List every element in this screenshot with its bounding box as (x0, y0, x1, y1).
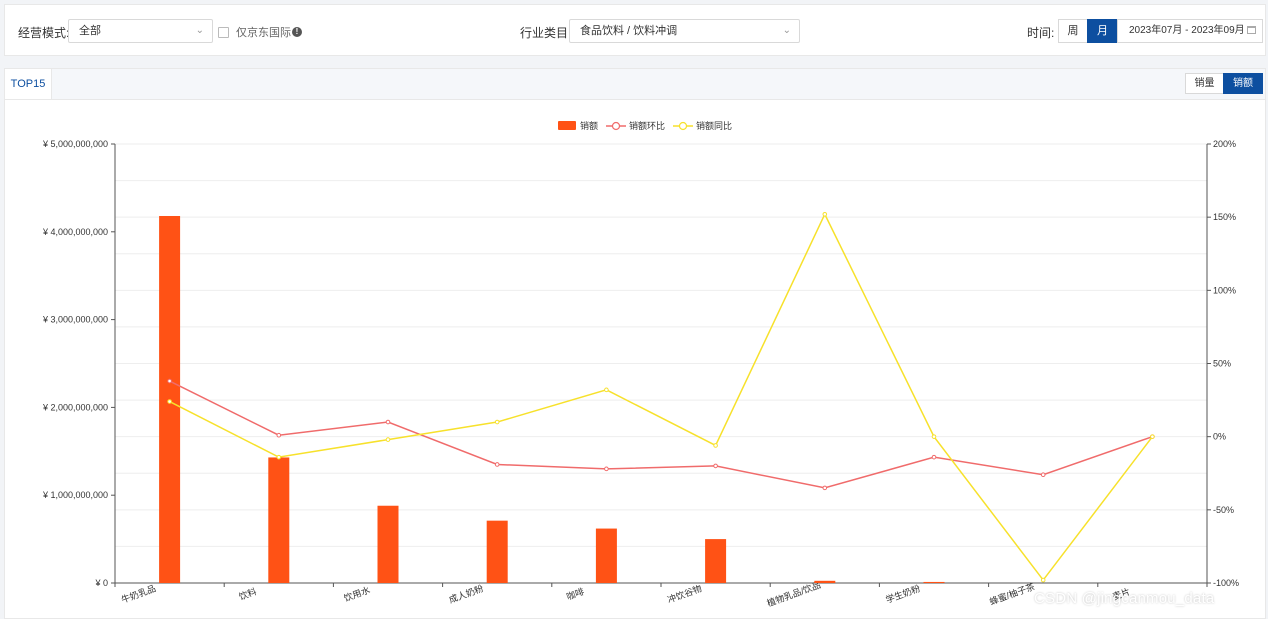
mode-select-value: 全部 (79, 25, 101, 37)
mode-select[interactable]: 全部 ⌄ (68, 19, 213, 43)
month-button[interactable]: 月 (1087, 19, 1118, 43)
mode-label: 经营模式: (18, 26, 70, 40)
chart-panel: TOP15 销量 销额 (4, 68, 1266, 619)
left-axis-tick-label: ¥ 2,000,000,000 (42, 402, 108, 412)
yoy-point (931, 434, 937, 439)
left-axis-tick-label: ¥ 3,000,000,000 (42, 315, 108, 325)
time-label: 时间: (1027, 26, 1055, 40)
mom-point (494, 462, 500, 467)
legend-item-mom[interactable]: 销额环比 (606, 119, 665, 132)
x-axis-tick-label: 冲饮谷物 (666, 582, 704, 605)
x-axis-tick-label: 饮用水 (342, 584, 371, 604)
info-icon[interactable]: ! (292, 27, 302, 37)
yoy-point (385, 437, 391, 442)
yoy-point (494, 419, 500, 425)
right-axis-tick-label: -100% (1213, 578, 1239, 588)
right-axis-tick-label: 100% (1213, 285, 1236, 295)
right-axis-tick-label: -50% (1213, 505, 1234, 515)
chevron-down-icon: ⌄ (782, 25, 791, 36)
x-axis-tick-label: 学生奶粉 (884, 582, 922, 605)
x-axis-tick-label: 饮料 (237, 585, 258, 601)
yoy-point (604, 387, 609, 393)
x-axis-tick-label: 成人奶粉 (447, 582, 485, 605)
left-axis-tick-label: ¥ 0 (94, 578, 108, 588)
watermark: CSDN @jingcanmou_data (1034, 590, 1215, 607)
mom-point (713, 463, 718, 469)
industry-label: 行业类目: (520, 26, 572, 40)
yoy-point (276, 454, 282, 460)
mom-point (822, 485, 828, 491)
date-range-value: 2023年07月 - 2023年09月 (1129, 25, 1245, 36)
jd-intl-checkbox[interactable] (218, 26, 229, 38)
yoy-point (1040, 577, 1046, 583)
mom-point (167, 378, 172, 384)
tab-strip: TOP15 销量 销额 (5, 69, 1265, 100)
legend-mom-swatch (606, 121, 627, 130)
week-button[interactable]: 周 (1058, 19, 1088, 43)
x-axis-tick-label: 牛奶乳品 (120, 582, 158, 605)
tab-top15[interactable]: TOP15 (5, 69, 52, 99)
mom-line (169, 380, 1153, 489)
right-axis-tick-label: 0% (1213, 432, 1226, 442)
industry-select[interactable]: 食品饮料 / 饮料冲调 ⌄ (569, 19, 800, 43)
x-axis-tick-label: 咖啡 (565, 585, 586, 601)
legend-mom-label: 销额环比 (629, 121, 666, 131)
legend-yoy-swatch (673, 121, 694, 130)
chevron-down-icon: ⌄ (195, 25, 204, 36)
right-axis-tick-label: 50% (1213, 359, 1231, 369)
sales-toggle[interactable]: 销额 (1223, 73, 1263, 94)
date-range-picker[interactable]: 2023年07月 - 2023年09月 (1117, 19, 1263, 43)
legend-item-sales[interactable]: 销额 (558, 119, 598, 132)
bar-sales (705, 539, 727, 583)
mom-point (931, 454, 937, 460)
mom-point (1040, 472, 1046, 478)
jd-intl-label: 仅京东国际 (236, 27, 291, 39)
yoy-point (713, 443, 718, 448)
jd-intl-checkbox-wrap[interactable]: 仅京东国际 ! (218, 24, 302, 40)
left-axis-tick-label: ¥ 5,000,000,000 (42, 139, 108, 149)
bar-sales (595, 528, 617, 583)
chart-legend: 销额 销额环比 销额同比 (558, 119, 740, 132)
mom-point (276, 432, 282, 438)
yoy-point (1150, 434, 1155, 439)
yoy-point (167, 399, 172, 404)
right-axis-tick-label: 200% (1213, 139, 1236, 149)
calendar-icon (1247, 26, 1256, 34)
industry-select-value: 食品饮料 / 饮料冲调 (580, 25, 678, 37)
bar-sales (377, 505, 399, 583)
x-axis-tick-label: 蜂蜜/柚子茶 (988, 580, 1036, 607)
legend-bar-swatch (558, 121, 576, 130)
legend-item-yoy[interactable]: 销额同比 (673, 119, 732, 132)
bar-sales (486, 520, 508, 583)
mom-point (385, 419, 391, 425)
left-axis-tick-label: ¥ 4,000,000,000 (42, 227, 108, 237)
left-axis-tick-label: ¥ 1,000,000,000 (42, 490, 108, 500)
bar-sales (923, 581, 945, 583)
mom-point (604, 466, 609, 472)
yoy-point (822, 211, 828, 217)
bar-sales (814, 580, 836, 583)
right-axis-tick-label: 150% (1213, 212, 1236, 222)
bar-sales (268, 457, 290, 583)
legend-sales-label: 销额 (580, 121, 599, 131)
legend-yoy-label: 销额同比 (696, 121, 733, 131)
yoy-line (169, 212, 1153, 582)
filter-bar: 经营模式: 全部 ⌄ 仅京东国际 ! 行业类目: 食品饮料 / 饮料冲调 ⌄ 时… (4, 4, 1266, 56)
